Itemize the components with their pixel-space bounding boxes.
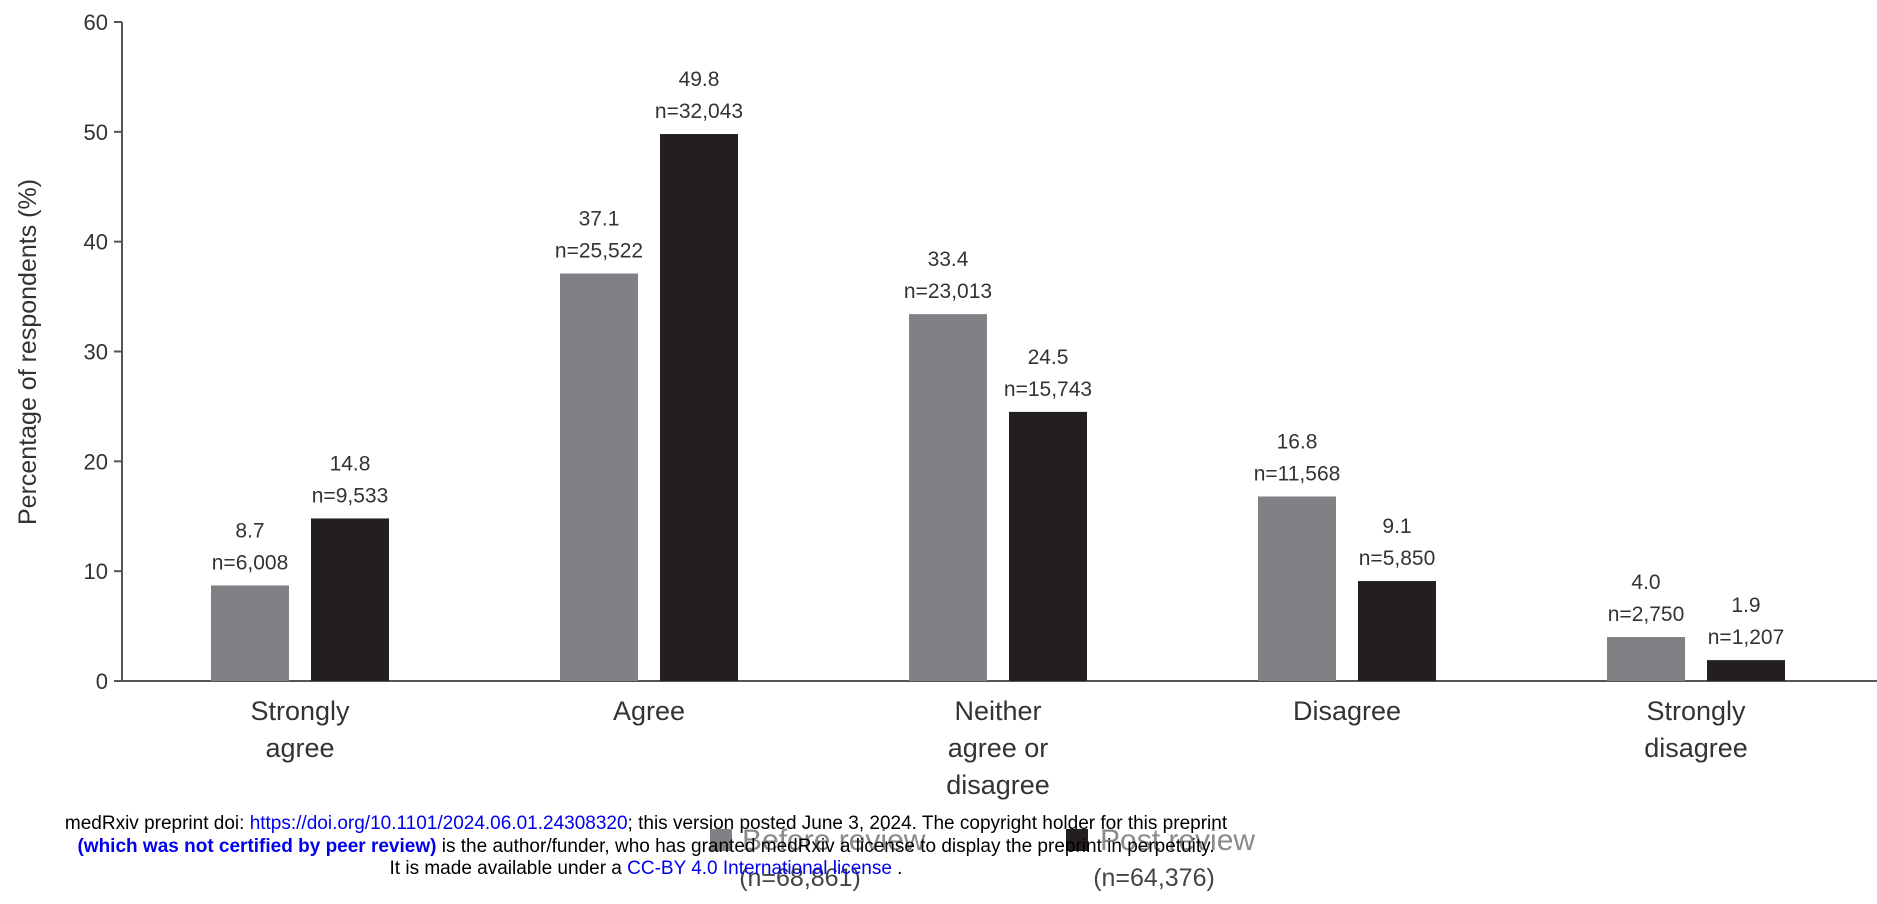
data-label-n: n=5,850	[1359, 547, 1436, 570]
y-tick-label: 0	[96, 669, 108, 694]
footer-line-1: medRxiv preprint doi: https://doi.org/10…	[0, 812, 1306, 835]
legend-swatch-0	[710, 829, 732, 851]
footer-available-text: It is made available under a	[389, 858, 628, 879]
bar-before-2	[909, 314, 987, 681]
value-labels: 8.7 n=6,008 14.8 n=9,533 37.1 n=25,522 49.8 n=3…	[212, 68, 1785, 649]
bar-before-4	[1607, 637, 1685, 681]
x-tick-label: Strongly	[1646, 696, 1746, 726]
x-tick-label: disagree	[1644, 733, 1748, 763]
footer-end-text: .	[891, 858, 903, 879]
legend-n-1: (n=64,376)	[1093, 864, 1215, 892]
bars	[211, 134, 1785, 681]
y-tick-label: 30	[84, 340, 108, 365]
data-label-n: n=32,043	[655, 100, 743, 123]
data-label-value: 9.1	[1382, 515, 1411, 538]
bar-before-0	[211, 585, 289, 681]
y-axis-title: Percentage of respondents (%)	[14, 179, 42, 525]
data-label-value: 14.8	[330, 452, 371, 475]
legend-swatch-1	[1066, 829, 1088, 851]
bar-post-2	[1009, 411, 1087, 681]
doi-link[interactable]: https://doi.org/10.1101/2024.06.01.24308…	[249, 813, 628, 834]
category-labels: Strongly agree Agree Neither agree or disagre…	[250, 696, 1747, 800]
data-label-n: n=2,750	[1608, 603, 1685, 626]
legend-label-1: Post review	[1100, 824, 1255, 857]
bar-post-0	[311, 518, 389, 681]
x-tick-label: Agree	[613, 696, 685, 726]
data-label-n: n=9,533	[312, 484, 389, 507]
footer-license-text: is the author/funder, who has granted me…	[436, 836, 1215, 857]
bar-post-3	[1358, 581, 1436, 681]
footer-line-2: (which was not certified by peer review)…	[0, 835, 1306, 858]
y-tick-label: 20	[84, 449, 108, 474]
bar-before-3	[1258, 496, 1336, 681]
footer-copyright-text: ; this version posted June 3, 2024. The …	[627, 813, 1228, 834]
data-label-n: n=6,008	[212, 551, 289, 574]
legend-label-0: Before review	[742, 824, 926, 857]
data-label-n: n=1,207	[1708, 626, 1785, 649]
data-label-value: 33.4	[928, 248, 969, 271]
legend-n-0: (n=68,861)	[739, 864, 861, 892]
data-label-value: 1.9	[1731, 594, 1760, 617]
x-tick-label: Neither	[954, 696, 1041, 726]
y-axis: 0 10 20 30 40 50 60	[84, 10, 1877, 694]
data-label-value: 4.0	[1631, 571, 1660, 594]
x-tick-label: Strongly	[250, 696, 350, 726]
x-tick-label: agree or	[948, 733, 1049, 763]
footer-line-3: It is made available under a CC-BY 4.0 I…	[0, 857, 1306, 880]
x-tick-label: disagree	[946, 770, 1050, 800]
footer-doi-prefix: medRxiv preprint doi:	[64, 813, 250, 834]
data-label-value: 24.5	[1028, 346, 1069, 369]
y-tick-label: 10	[84, 559, 108, 584]
bar-post-4	[1707, 660, 1785, 681]
license-link[interactable]: CC-BY 4.0 International license	[627, 858, 892, 879]
data-label-value: 16.8	[1277, 430, 1318, 453]
legend: Before review (n=68,861) Post review (n=64,…	[710, 824, 1255, 892]
peer-review-notice: (which was not certified by peer review)	[77, 836, 437, 857]
bar-post-1	[660, 134, 738, 681]
y-tick-label: 40	[84, 230, 108, 255]
data-label-n: n=25,522	[555, 240, 643, 263]
data-label-value: 37.1	[579, 208, 620, 231]
data-label-n: n=23,013	[904, 280, 992, 303]
data-label-n: n=15,743	[1004, 378, 1092, 401]
data-label-value: 49.8	[679, 68, 720, 91]
y-tick-label: 60	[84, 10, 108, 35]
x-tick-label: Disagree	[1293, 696, 1401, 726]
data-label-value: 8.7	[235, 519, 264, 542]
y-tick-label: 50	[84, 120, 108, 145]
data-label-n: n=11,568	[1254, 462, 1341, 485]
x-tick-label: agree	[265, 733, 334, 763]
bar-before-1	[560, 273, 638, 681]
